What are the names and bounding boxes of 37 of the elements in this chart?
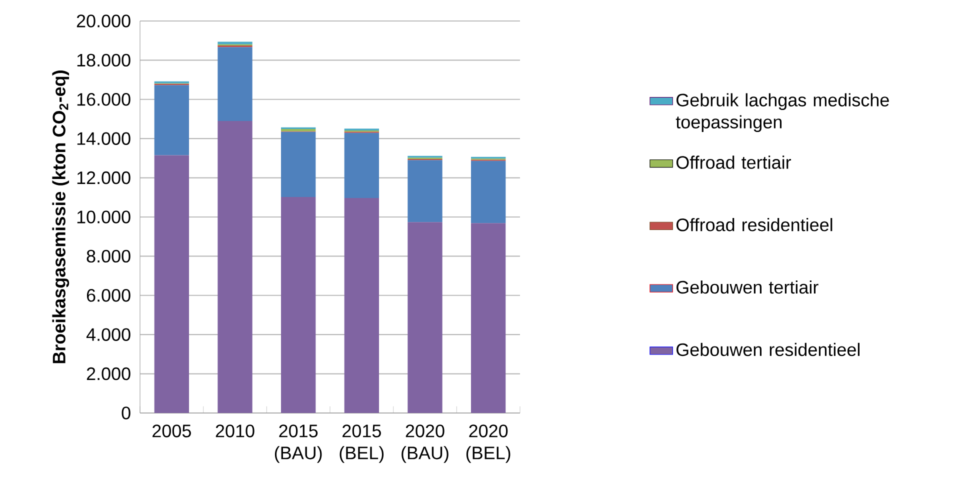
bar [471,223,506,413]
y-tick-label: 14.000 [77,132,130,145]
bar [471,160,506,224]
bar [344,198,380,413]
y-tick-label: 16.000 [77,93,130,106]
y-tick-label: 18.000 [77,54,130,67]
legend-label: Offroad residentieel [676,218,832,232]
y-tick-label: 12.000 [77,171,130,184]
bar [218,42,252,44]
bar [344,132,380,198]
x-tick-label: 2020 (BAU) [402,424,448,463]
y-tick-label: 6.000 [86,289,130,302]
x-tick-label: 2015 (BEL) [340,424,384,463]
y-tick-label: 0 [122,406,130,420]
legend-label: Gebruik lachgas medische toepassingen [676,93,889,132]
bar [408,160,442,222]
bar [218,120,252,413]
bar [154,155,190,413]
y-tick-label: 8.000 [86,250,130,263]
y-axis-title: Broeikasgasemissie (kton CO$_{2}$-eq) [52,70,70,364]
x-tick-label: 2015 (BAU) [274,424,322,463]
y-tick-label: 10.000 [77,210,130,224]
legend-label: Gebouwen residentieel [676,342,860,356]
legend-label: Offroad tertiair [676,156,792,169]
y-tick-label: 2.000 [86,367,130,380]
x-tick-label: 2005 [152,424,191,438]
x-tick-label: 2020 (BEL) [466,424,510,463]
bar [154,85,190,156]
legend-label: Gebouwen tertiair [676,280,818,294]
bar [218,47,252,121]
x-tick-label: 2010 [216,424,254,438]
bar [281,128,316,132]
y-tick-label: 4.000 [86,328,130,341]
bar [281,197,316,413]
bar [408,222,442,413]
y-tick-label: 20.000 [76,14,130,28]
bar [281,132,316,197]
